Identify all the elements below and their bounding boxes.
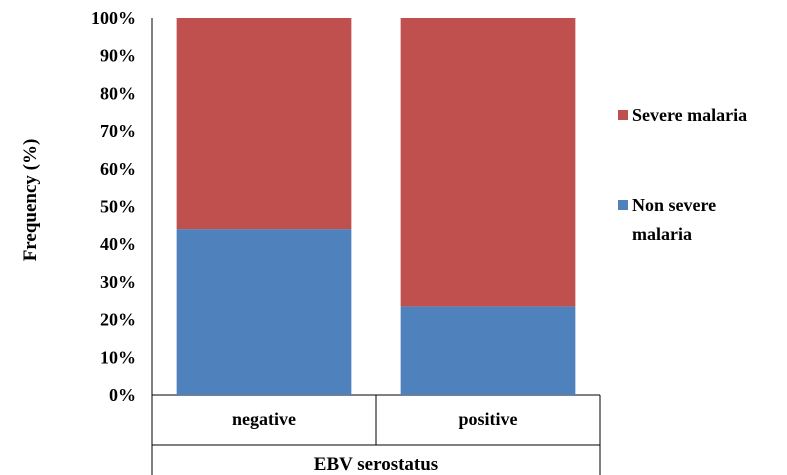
bars	[176, 18, 576, 395]
legend: Severe malaria Non severe malaria	[618, 105, 747, 244]
y-tick-label: 50%	[100, 197, 136, 217]
y-tick-label: 70%	[100, 121, 136, 141]
legend-label-severe: Severe malaria	[632, 105, 747, 125]
y-tick-label: 10%	[100, 347, 136, 367]
y-tick-label: 100%	[91, 8, 136, 28]
bar-negative-severe	[176, 18, 352, 230]
category-label-positive: positive	[458, 409, 517, 429]
x-axis-title: EBV serostatus	[314, 454, 438, 475]
y-tick-label: 20%	[100, 310, 136, 330]
category-label-negative: negative	[232, 409, 296, 429]
y-tick-label: 40%	[100, 234, 136, 254]
y-axis-title: Frequency (%)	[20, 139, 41, 262]
y-tick-label: 80%	[100, 83, 136, 103]
bar-positive-non-severe	[400, 306, 576, 395]
legend-label-non-severe-line2: malaria	[632, 224, 692, 244]
y-tick-label: 30%	[100, 272, 136, 292]
category-labels: negative positive	[232, 409, 518, 429]
y-tick-label: 90%	[100, 46, 136, 66]
legend-swatch-severe	[618, 110, 628, 120]
legend-label-non-severe-line1: Non severe	[632, 195, 716, 215]
y-tick-label: 0%	[109, 385, 136, 405]
y-tick-label: 60%	[100, 159, 136, 179]
bar-negative-non-severe	[176, 229, 352, 395]
bar-positive-severe	[400, 18, 576, 307]
legend-swatch-non-severe	[618, 200, 628, 210]
y-tick-labels: 0% 10% 20% 30% 40% 50% 60% 70% 80% 90% 100%	[91, 8, 136, 405]
